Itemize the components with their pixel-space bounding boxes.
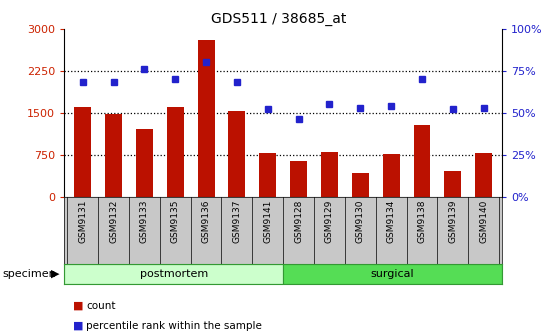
Bar [321, 152, 338, 197]
Text: percentile rank within the sample: percentile rank within the sample [86, 321, 262, 331]
Text: GSM9130: GSM9130 [356, 200, 365, 243]
Bar [383, 154, 400, 197]
Text: postmortem: postmortem [140, 269, 208, 279]
Bar [198, 40, 214, 197]
Bar [290, 161, 307, 197]
Bar [475, 153, 492, 197]
Text: GSM9139: GSM9139 [448, 200, 458, 243]
Text: GSM9129: GSM9129 [325, 200, 334, 243]
Bar [74, 107, 91, 197]
Text: GSM9137: GSM9137 [233, 200, 242, 243]
Text: ■: ■ [73, 301, 83, 311]
Bar [283, 264, 502, 284]
Text: GSM9140: GSM9140 [479, 200, 488, 243]
Bar [136, 129, 153, 197]
Text: ▶: ▶ [51, 269, 60, 279]
Text: GDS511 / 38685_at: GDS511 / 38685_at [211, 12, 347, 26]
Bar [259, 153, 276, 197]
Text: GSM9133: GSM9133 [140, 200, 149, 243]
Text: GSM9132: GSM9132 [109, 200, 118, 243]
Text: GSM9136: GSM9136 [201, 200, 210, 243]
Text: ■: ■ [73, 321, 83, 331]
Text: count: count [86, 301, 116, 311]
Text: specimen: specimen [3, 269, 56, 279]
Text: GSM9128: GSM9128 [294, 200, 303, 243]
Bar [444, 171, 461, 197]
Bar [228, 112, 246, 197]
Bar [352, 173, 369, 197]
Text: GSM9141: GSM9141 [263, 200, 272, 243]
Text: GSM9131: GSM9131 [78, 200, 87, 243]
Text: GSM9134: GSM9134 [387, 200, 396, 243]
Bar [105, 114, 122, 197]
Text: surgical: surgical [371, 269, 415, 279]
Bar [64, 264, 283, 284]
Text: GSM9135: GSM9135 [171, 200, 180, 243]
Text: GSM9138: GSM9138 [417, 200, 426, 243]
Bar [413, 125, 430, 197]
Bar [167, 107, 184, 197]
